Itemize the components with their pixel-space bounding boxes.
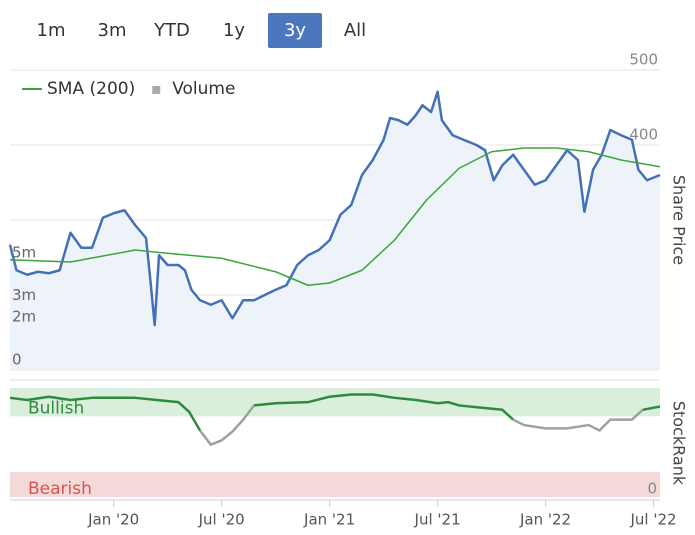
rank-line <box>253 393 514 421</box>
x-tick-label: Jan '21 <box>303 511 355 529</box>
range-button[interactable]: 3y <box>284 20 306 41</box>
x-tick-label: Jan '22 <box>519 511 571 529</box>
y2-tick-label: 0 <box>12 351 22 369</box>
price-area <box>10 91 660 370</box>
y2-tick-label: 5m <box>12 243 36 261</box>
legend-label[interactable]: SMA (200) <box>47 79 135 99</box>
rank-line <box>199 404 256 446</box>
y-tick-label: 500 <box>629 51 658 69</box>
y2-tick-label: 2m <box>12 308 36 326</box>
y-tick-label: 0 <box>647 480 657 498</box>
band-label: Bearish <box>28 479 92 499</box>
rank-line <box>642 405 661 412</box>
range-button[interactable]: 1m <box>37 20 66 41</box>
rank-band <box>10 471 660 497</box>
range-button[interactable]: YTD <box>153 20 190 41</box>
range-button[interactable]: 3m <box>98 20 127 41</box>
band-label: Bullish <box>28 398 84 418</box>
rank-line <box>9 395 202 432</box>
x-tick-label: Jan '20 <box>87 511 139 529</box>
legend-swatch <box>152 86 161 94</box>
legend-label[interactable]: Volume <box>172 79 235 99</box>
x-tick-label: Jul '21 <box>414 511 461 529</box>
range-button[interactable]: All <box>344 20 366 41</box>
button-selected-bg <box>268 13 322 48</box>
line <box>9 147 661 286</box>
y-tick-label: 400 <box>629 126 658 144</box>
line <box>8 90 661 327</box>
range-button[interactable]: 1y <box>223 20 245 41</box>
rank-line <box>512 408 644 432</box>
y2-tick-label: 3m <box>12 286 36 304</box>
y-axis-label: Share Price <box>670 175 689 265</box>
y-axis-label: StockRank <box>670 401 689 486</box>
x-tick-label: Jul '20 <box>198 511 245 529</box>
x-tick-label: Jul '22 <box>629 511 676 529</box>
rank-band <box>10 388 660 417</box>
